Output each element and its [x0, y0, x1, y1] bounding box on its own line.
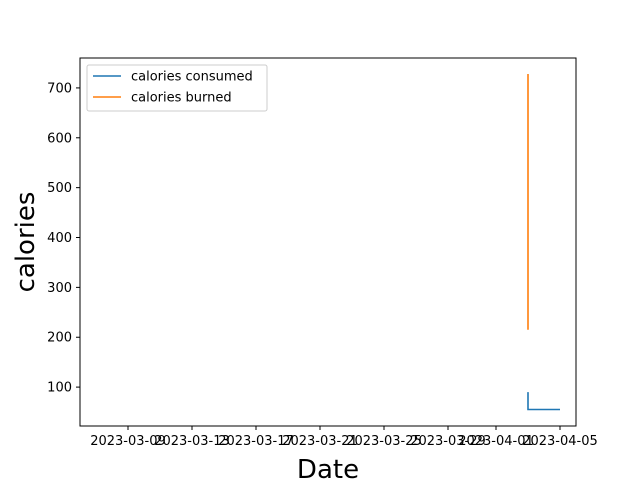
- legend-box: [86, 64, 268, 112]
- y-tick-label: 300: [47, 281, 72, 296]
- y-tick-label: 500: [47, 181, 72, 196]
- y-tick-label: 200: [47, 331, 72, 346]
- x-tick-label: 2023-03-09: [90, 434, 166, 449]
- x-axis-label: Date: [297, 455, 359, 480]
- series-layer: [527, 74, 560, 411]
- plot-background: [80, 58, 576, 426]
- x-tick-label: 2023-04-01: [458, 434, 534, 449]
- x-tick-label: 2023-03-21: [282, 434, 358, 449]
- y-axis-ticks: 100 200 300 400 500 600 700: [47, 81, 80, 396]
- x-tick-label: 2023-03-25: [346, 434, 422, 449]
- x-tick-label: 2023-03-13: [154, 434, 230, 449]
- legend-label-0: calories consumed: [131, 70, 253, 85]
- y-tick-label: 700: [47, 81, 72, 96]
- x-tick-label: 2023-03-29: [410, 434, 486, 449]
- y-tick-label: 100: [47, 381, 72, 396]
- x-tick-label: 2023-04-05: [522, 434, 598, 449]
- legend: calories consumed calories burned: [86, 64, 268, 112]
- series-line-0: [527, 392, 560, 411]
- y-axis-label: calories: [11, 192, 41, 293]
- x-axis-ticks: 2023-03-092023-03-132023-03-172023-03-21…: [90, 426, 598, 449]
- y-tick-label: 400: [47, 231, 72, 246]
- legend-label-1: calories burned: [131, 91, 232, 106]
- plot-frame: [79, 57, 577, 427]
- y-tick-label: 600: [47, 131, 72, 146]
- x-tick-label: 2023-03-17: [218, 434, 294, 449]
